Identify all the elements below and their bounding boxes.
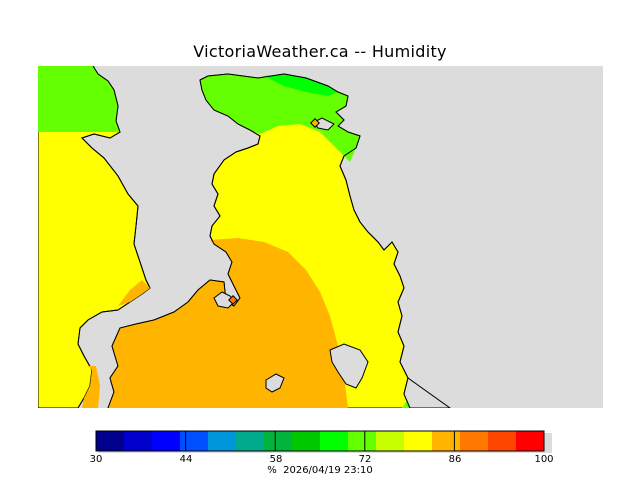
footer: % 2026/04/19 23:10 <box>0 465 640 476</box>
color-scale-swatch <box>404 431 433 451</box>
peninsula-bright-green <box>264 74 338 96</box>
west-green-zone <box>38 66 120 132</box>
color-scale-shadow <box>98 433 552 453</box>
color-scale-swatch <box>488 431 517 451</box>
color-scale-swatch <box>432 431 461 451</box>
station-north-marker <box>310 118 320 128</box>
unit-label: % <box>267 465 277 476</box>
tick-58: 58 <box>269 454 283 465</box>
color-scale-swatch <box>208 431 237 451</box>
south-orange-zone <box>108 238 348 408</box>
tick-100: 100 <box>534 454 554 465</box>
color-scale-swatch <box>96 431 125 451</box>
small-island <box>265 373 285 393</box>
station-south-marker <box>228 295 238 305</box>
color-scale-swatch <box>236 431 265 451</box>
peninsula-green-zone <box>200 74 360 162</box>
humidity-map <box>38 66 603 408</box>
timestamp: 2026/04/19 23:10 <box>283 465 373 476</box>
color-scale-swatch <box>152 431 181 451</box>
west-orange-strip <box>82 366 100 408</box>
east-coast-line <box>199 73 411 408</box>
west-orange-patch <box>118 280 150 306</box>
inlet-north <box>313 117 335 131</box>
southeast-cove <box>403 377 451 408</box>
color-scale-swatch <box>264 431 293 451</box>
tick-44: 44 <box>179 454 193 465</box>
color-scale-swatch <box>376 431 405 451</box>
west-coast-line <box>77 66 151 408</box>
color-scale-swatch <box>348 431 377 451</box>
color-scale-swatch <box>320 431 349 451</box>
color-scale-swatch <box>516 431 545 451</box>
south-coast-line <box>107 79 261 408</box>
tick-72: 72 <box>358 454 372 465</box>
lake-island <box>329 343 369 389</box>
color-scale-swatch <box>292 431 321 451</box>
color-scale-border <box>95 430 545 452</box>
color-scale-swatch <box>460 431 489 451</box>
color-scale-swatch <box>124 431 153 451</box>
tick-86: 86 <box>448 454 462 465</box>
color-scale-swatch <box>180 431 209 451</box>
map-title: VictoriaWeather.ca -- Humidity <box>193 42 447 61</box>
tick-30: 30 <box>89 454 103 465</box>
